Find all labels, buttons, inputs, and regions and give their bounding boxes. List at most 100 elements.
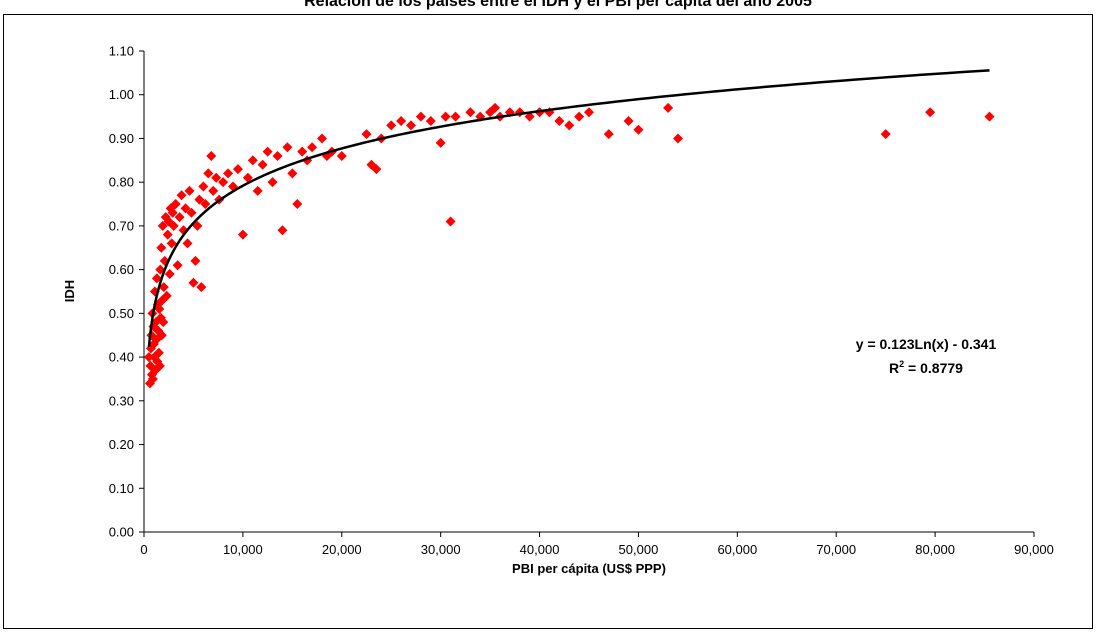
x-tick-label: 50,000 bbox=[619, 542, 659, 557]
data-point bbox=[623, 115, 634, 126]
data-point bbox=[262, 146, 273, 157]
y-tick-label: 1.10 bbox=[109, 44, 134, 59]
x-tick-label: 80,000 bbox=[915, 542, 955, 557]
data-point bbox=[277, 225, 288, 236]
data-point bbox=[192, 220, 203, 231]
data-point bbox=[157, 220, 168, 231]
trendline bbox=[147, 69, 990, 347]
data-point bbox=[190, 255, 201, 266]
x-tick-label: 90,000 bbox=[1014, 542, 1054, 557]
trendline-group bbox=[147, 69, 990, 347]
data-point bbox=[182, 238, 193, 249]
data-point bbox=[211, 172, 222, 183]
data-point bbox=[172, 260, 183, 271]
x-tick-label: 20,000 bbox=[322, 542, 362, 557]
data-point bbox=[554, 115, 565, 126]
data-point bbox=[396, 115, 407, 126]
data-point bbox=[425, 115, 436, 126]
data-point bbox=[161, 290, 172, 301]
x-tick-label: 0 bbox=[140, 542, 147, 557]
x-tick-label: 30,000 bbox=[421, 542, 461, 557]
data-point bbox=[282, 142, 293, 153]
y-tick-label: 0.50 bbox=[109, 306, 134, 321]
y-axis-title: IDH bbox=[62, 280, 77, 302]
data-point bbox=[574, 111, 585, 122]
data-point bbox=[435, 137, 446, 148]
data-point bbox=[450, 111, 461, 122]
y-tick-label: 0.30 bbox=[109, 393, 134, 408]
data-point bbox=[252, 185, 263, 196]
x-tick-label: 10,000 bbox=[223, 542, 263, 557]
data-point bbox=[156, 242, 167, 253]
data-point bbox=[203, 168, 214, 179]
data-point bbox=[156, 330, 167, 341]
x-axis-title: PBI per cápita (US$ PPP) bbox=[512, 561, 666, 576]
data-point bbox=[415, 111, 426, 122]
data-point bbox=[465, 107, 476, 118]
y-tick-label: 0.60 bbox=[109, 262, 134, 277]
data-point bbox=[406, 120, 416, 131]
data-point bbox=[164, 269, 175, 280]
data-point bbox=[292, 199, 303, 210]
data-point bbox=[336, 150, 347, 161]
x-tick-label: 40,000 bbox=[520, 542, 560, 557]
tick-labels: 0 10,000 20,000 30,000 40,000 50,000 60,000 70,… bbox=[109, 44, 1054, 558]
ticks bbox=[139, 50, 1035, 537]
data-point bbox=[237, 229, 248, 240]
y-tick-label: 1.00 bbox=[109, 87, 134, 102]
chart-title: Relación de los países entre el IDH y el… bbox=[304, 0, 812, 10]
r2-superscript: 2 bbox=[899, 359, 904, 369]
data-point bbox=[663, 102, 674, 113]
data-point bbox=[176, 190, 187, 201]
data-point bbox=[223, 168, 234, 179]
data-point bbox=[307, 142, 318, 153]
data-point bbox=[167, 207, 178, 218]
data-point bbox=[371, 164, 382, 175]
data-point bbox=[267, 177, 278, 188]
data-point bbox=[490, 102, 501, 113]
data-point bbox=[186, 207, 197, 218]
data-point bbox=[151, 273, 162, 284]
data-point bbox=[880, 129, 891, 140]
chart-frame bbox=[3, 14, 1093, 629]
data-point bbox=[603, 129, 614, 140]
y-tick-label: 0.70 bbox=[109, 218, 134, 233]
data-point bbox=[158, 317, 169, 328]
data-point bbox=[218, 177, 229, 188]
data-point bbox=[297, 146, 308, 157]
data-point bbox=[174, 212, 185, 223]
data-point bbox=[445, 216, 456, 227]
data-point bbox=[440, 111, 451, 122]
data-point bbox=[162, 229, 173, 240]
data-point bbox=[247, 155, 258, 166]
data-point bbox=[198, 181, 209, 192]
data-point bbox=[984, 111, 995, 122]
data-point bbox=[154, 303, 165, 314]
data-point bbox=[673, 133, 683, 144]
data-point bbox=[170, 199, 181, 210]
data-point bbox=[147, 373, 158, 384]
data-point bbox=[257, 159, 268, 170]
y-tick-label: 0.00 bbox=[109, 525, 134, 540]
data-point bbox=[184, 185, 195, 196]
data-point bbox=[180, 203, 191, 214]
data-point bbox=[196, 282, 207, 293]
r2-value: = 0.8779 bbox=[904, 360, 963, 376]
x-tick-label: 60,000 bbox=[717, 542, 757, 557]
x-tick-label: 70,000 bbox=[816, 542, 856, 557]
y-tick-label: 0.90 bbox=[109, 131, 134, 146]
axes bbox=[143, 51, 1034, 533]
trendline-r2: R2 = 0.8779 bbox=[889, 359, 963, 376]
data-point bbox=[168, 220, 179, 231]
data-point bbox=[200, 199, 211, 210]
data-point bbox=[153, 347, 164, 358]
y-tick-label: 0.80 bbox=[109, 175, 134, 190]
data-point bbox=[206, 150, 217, 161]
data-point bbox=[242, 172, 253, 183]
r2-label: R bbox=[889, 360, 899, 376]
data-point bbox=[272, 150, 283, 161]
data-point bbox=[232, 164, 243, 175]
data-point bbox=[633, 124, 644, 135]
data-point bbox=[584, 107, 594, 118]
